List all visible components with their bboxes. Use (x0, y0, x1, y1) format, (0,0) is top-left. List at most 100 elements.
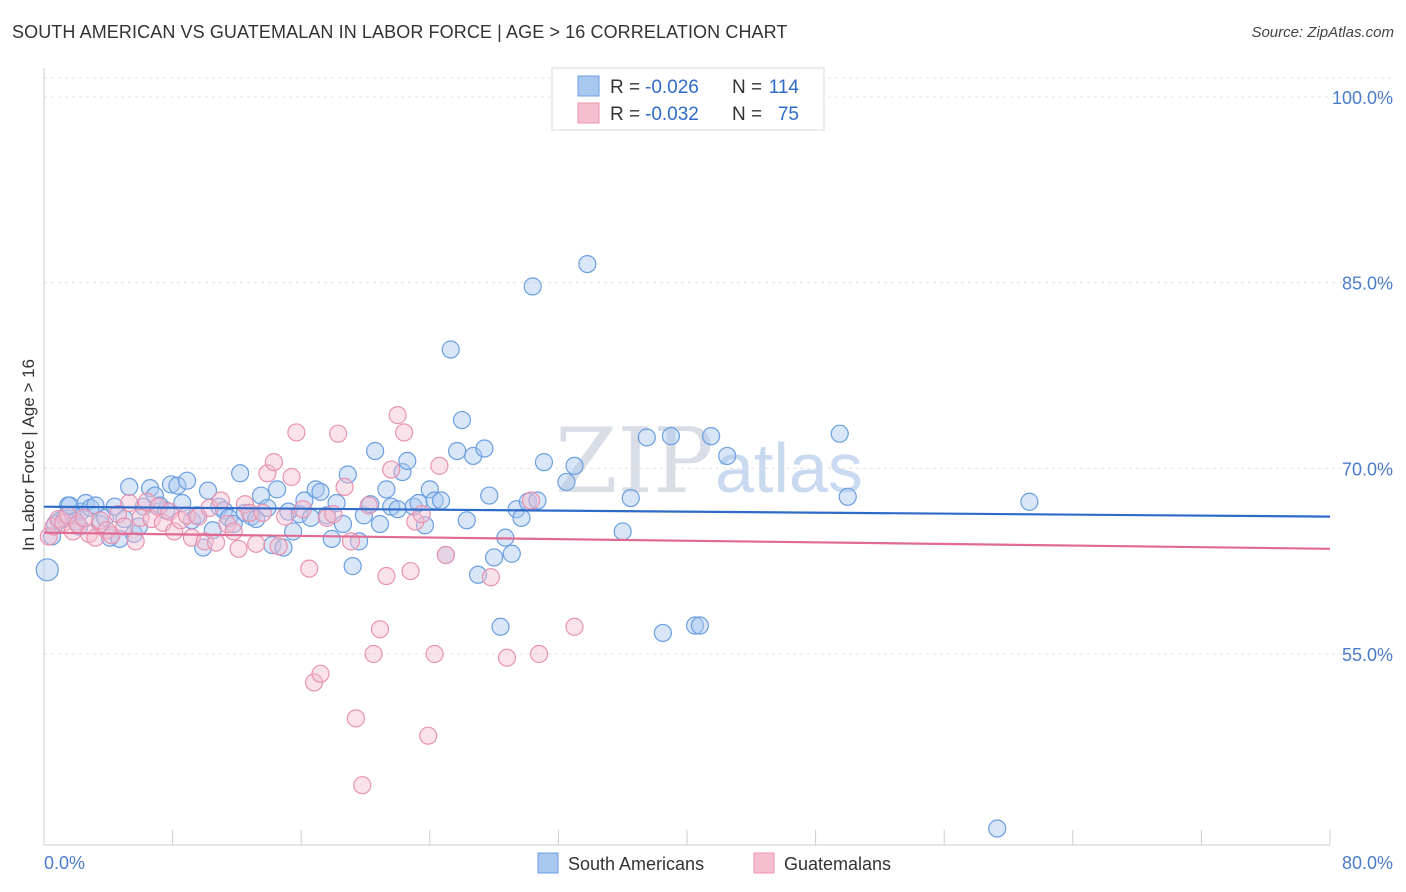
point-guatemalan-10 (91, 511, 110, 530)
point-guatemalan-14 (115, 517, 134, 536)
point-guatemalan-69 (436, 545, 455, 565)
point-guatemalan-72 (521, 491, 541, 510)
legend-r-label-1: R = (610, 77, 640, 98)
point-south-american-80 (452, 410, 472, 430)
trend-lines (43, 505, 1331, 550)
y-tick-label-0: 55.0% (1342, 645, 1393, 665)
point-guatemalan-34 (229, 539, 248, 558)
point-south-american-94 (528, 491, 547, 510)
point-guatemalan-73 (530, 644, 549, 664)
point-south-american-105 (690, 616, 709, 635)
point-south-american-66 (377, 480, 396, 499)
point-guatemalan-43 (282, 467, 301, 487)
point-guatemalan-56 (359, 496, 378, 515)
point-guatemalan-44 (287, 423, 306, 442)
point-south-american-111 (1020, 492, 1039, 511)
legend-n-value-2: 75 (778, 104, 799, 125)
bottom-swatch-pink (753, 852, 775, 874)
point-guatemalan-40 (264, 453, 283, 472)
point-guatemalan-66 (419, 726, 438, 745)
point-guatemalan-31 (211, 491, 230, 510)
point-south-american-60 (343, 557, 362, 576)
point-south-american-56 (322, 529, 341, 548)
point-guatemalan-59 (377, 566, 396, 586)
series-south-americans (35, 255, 1039, 838)
point-guatemalan-12 (102, 526, 121, 545)
point-guatemalan-46 (300, 559, 319, 578)
trend-line-guatemalans (43, 531, 1331, 550)
point-guatemalan-57 (364, 644, 383, 664)
point-south-american-87 (491, 617, 510, 636)
point-south-american-39 (231, 464, 250, 483)
point-south-american-89 (502, 544, 521, 563)
point-guatemalan-16 (126, 532, 145, 551)
y-axis-title: In Labor Force | Age > 16 (19, 359, 38, 551)
chart-source: Source: ZipAtlas.com (1251, 24, 1394, 41)
point-south-american-53 (306, 480, 325, 499)
point-south-american-104 (685, 616, 705, 635)
point-guatemalan-74 (565, 617, 584, 636)
point-guatemalan-41 (269, 537, 288, 556)
point-guatemalan-67 (425, 644, 444, 664)
point-guatemalan-32 (218, 514, 237, 534)
point-south-american-102 (653, 623, 672, 643)
point-south-american-106 (702, 427, 721, 446)
point-south-american-85 (480, 486, 499, 505)
point-south-american-97 (565, 456, 584, 475)
point-guatemalan-37 (247, 534, 266, 553)
bottom-legend-guat: Guatemalans (784, 854, 891, 874)
point-south-american-57 (327, 493, 346, 513)
series-guatemalans (39, 406, 584, 795)
point-guatemalan-18 (137, 492, 156, 511)
axes (43, 68, 1331, 846)
point-south-american-0 (35, 558, 59, 582)
point-south-american-103 (661, 427, 681, 446)
point-guatemalan-54 (346, 709, 365, 728)
legend-r-value-1: -0.026 (645, 77, 699, 98)
legend-n-label-1: N = (732, 77, 762, 98)
point-south-american-48 (279, 502, 298, 521)
point-south-american-91 (512, 508, 531, 527)
point-south-american-82 (464, 446, 483, 466)
point-south-american-79 (448, 441, 467, 461)
point-guatemalan-58 (370, 620, 390, 639)
bottom-swatch-blue (537, 852, 559, 874)
legend-box: R = -0.026 N = 114 R = -0.032 N = 75 (551, 67, 825, 131)
point-guatemalan-70 (481, 568, 500, 587)
point-south-american-73 (415, 516, 435, 535)
y-tick-label-3: 100.0% (1332, 88, 1393, 108)
x-tick-min: 0.0% (44, 853, 85, 873)
point-guatemalan-55 (353, 776, 372, 795)
point-south-american-54 (311, 482, 330, 501)
point-guatemalan-51 (329, 424, 348, 443)
point-south-american-101 (637, 428, 656, 447)
point-guatemalan-23 (165, 522, 184, 541)
point-guatemalan-60 (382, 460, 401, 479)
legend-r-label-2: R = (610, 104, 640, 125)
point-guatemalan-68 (430, 456, 449, 475)
point-south-american-76 (431, 491, 451, 510)
point-south-american-109 (838, 487, 857, 506)
point-guatemalan-38 (253, 503, 272, 522)
point-guatemalan-33 (224, 522, 243, 541)
point-south-american-99 (613, 522, 632, 541)
bottom-legend: South Americans Guatemalans (537, 852, 891, 874)
point-guatemalan-64 (406, 512, 425, 531)
point-guatemalan-48 (311, 664, 330, 683)
gridlines (44, 77, 1393, 655)
point-south-american-98 (578, 255, 597, 274)
point-south-american-49 (284, 522, 303, 541)
point-south-american-84 (475, 439, 494, 458)
point-south-american-38 (224, 514, 243, 534)
point-south-american-86 (485, 548, 504, 567)
point-south-american-108 (830, 424, 849, 443)
point-south-american-27 (168, 476, 187, 495)
point-south-american-78 (441, 340, 460, 359)
point-guatemalan-71 (497, 648, 517, 667)
point-guatemalan-62 (394, 423, 414, 442)
point-south-american-64 (366, 441, 385, 461)
point-guatemalan-30 (206, 533, 226, 552)
legend-swatch-blue (577, 75, 600, 97)
trend-line-south-americans (43, 505, 1331, 518)
